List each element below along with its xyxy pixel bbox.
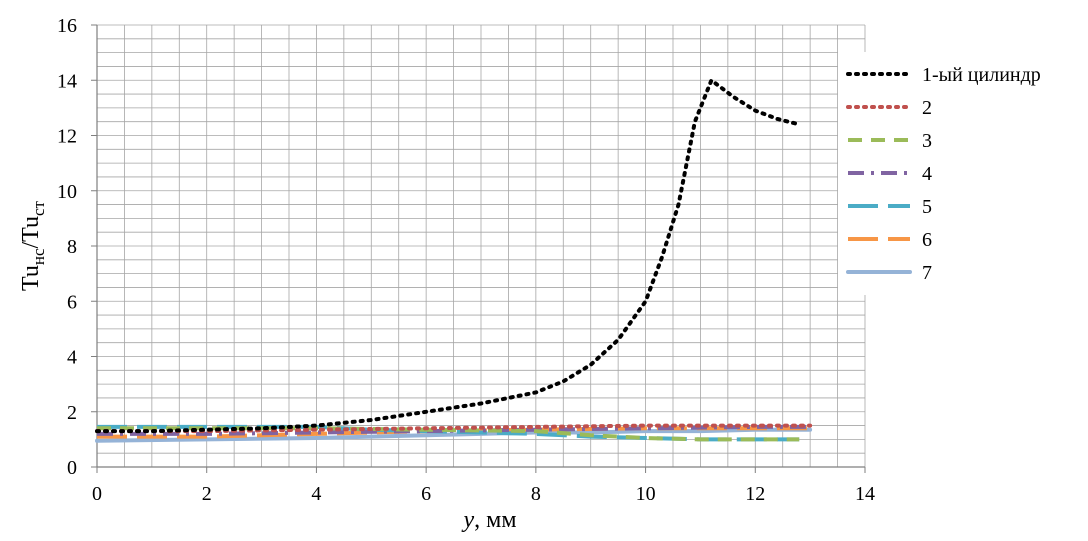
legend: 1-ый цилиндр 2 3 4 5 6 7: [838, 52, 1086, 295]
legend-label-6: 6: [922, 229, 932, 251]
x-axis-label: y, мм: [461, 507, 516, 533]
x-tick-label: 2: [202, 483, 212, 505]
x-tick-label: 10: [636, 483, 656, 505]
series-line-3: [97, 426, 800, 442]
x-tick-label: 8: [531, 483, 541, 505]
legend-label-2: 2: [922, 97, 932, 119]
axes: [91, 24, 866, 473]
legend-box: [838, 52, 1086, 295]
x-axis-label-var: y: [461, 507, 474, 533]
y-tick-label: 12: [57, 126, 77, 148]
y-axis-label-sub1: нс: [29, 248, 48, 265]
y-tick-label: 10: [57, 181, 77, 203]
x-tick-label: 12: [745, 483, 765, 505]
y-axis-label: Tuнс/Tuст: [18, 200, 48, 291]
grid: [97, 24, 866, 467]
x-tick-label: 6: [421, 483, 431, 505]
y-tick-label: 14: [57, 70, 77, 92]
legend-label-1: 1-ый цилиндр: [922, 64, 1041, 86]
tick-labels: 0 2 4 6 8 10 12 14 0 2 4 6 8 10 12 14 16: [57, 15, 875, 505]
y-tick-label: 6: [67, 291, 77, 313]
x-tick-label: 14: [855, 483, 875, 505]
legend-label-3: 3: [922, 130, 932, 152]
y-tick-label: 16: [57, 15, 77, 37]
y-axis-label-slash: /: [18, 242, 44, 249]
series-lines: [95, 78, 813, 443]
y-axis-label-sub2: ст: [29, 200, 48, 216]
y-tick-label: 8: [67, 236, 77, 258]
legend-label-7: 7: [922, 262, 932, 284]
y-tick-label: 4: [67, 347, 77, 369]
x-tick-label: 0: [92, 483, 102, 505]
y-axis-label-part2: Tu: [18, 216, 44, 242]
y-axis-label-part1: Tu: [18, 265, 44, 291]
x-tick-label: 4: [311, 483, 321, 505]
y-tick-label: 0: [67, 457, 77, 479]
y-tick-label: 2: [67, 402, 77, 424]
x-axis-label-unit: , мм: [474, 507, 516, 533]
legend-label-4: 4: [922, 163, 932, 185]
legend-label-5: 5: [922, 196, 932, 218]
series-line-1: [95, 78, 802, 434]
